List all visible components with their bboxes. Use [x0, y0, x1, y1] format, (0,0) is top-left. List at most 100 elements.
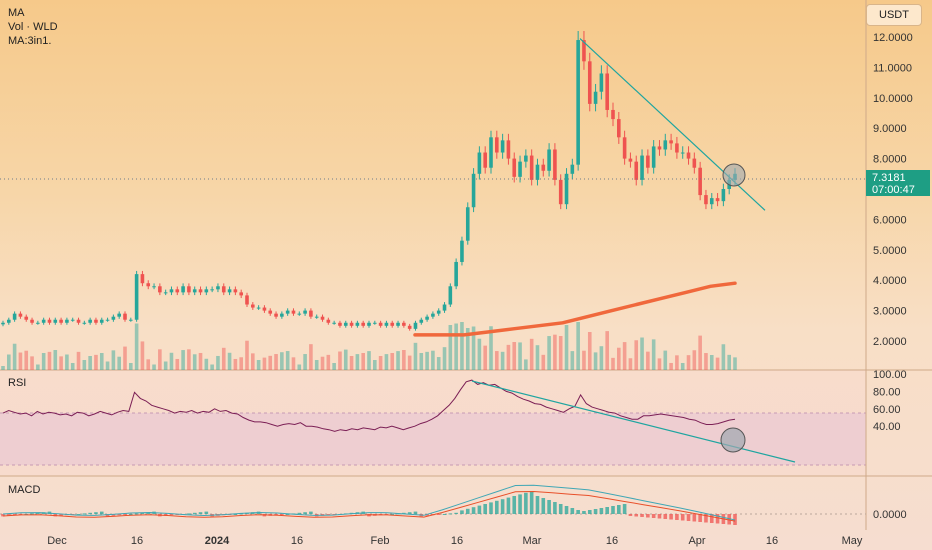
volume-bar [36, 364, 40, 370]
volume-bar [285, 351, 290, 370]
volume-bar [500, 351, 505, 370]
time-axis-tick: May [842, 535, 863, 547]
macd-histogram-bar [94, 512, 98, 514]
time-axis-tick: 16 [606, 535, 618, 547]
volume-bar [570, 351, 575, 370]
volume-bar [413, 342, 418, 370]
candle [460, 240, 464, 262]
volume-bar [82, 360, 87, 370]
volume-bar [518, 342, 522, 370]
macd-histogram-bar [309, 511, 313, 514]
macd-histogram-bar [413, 511, 418, 514]
volume-bar [524, 359, 528, 370]
candle [47, 319, 52, 323]
macd-histogram-bar [448, 513, 453, 515]
volume-bar [175, 358, 180, 370]
macd-histogram-bar [500, 499, 505, 514]
volume-bar [680, 363, 685, 370]
volume-bar [622, 342, 627, 370]
time-axis-tick: Mar [523, 535, 542, 547]
candle [367, 322, 371, 326]
candle [587, 61, 592, 104]
time-axis-tick: Apr [688, 535, 705, 547]
volume-bar [65, 354, 69, 370]
volume-bar [105, 361, 110, 370]
candle [198, 289, 203, 293]
macd-histogram-bar [617, 505, 621, 514]
volume-bar [675, 355, 679, 370]
price-axis-tick: 2.0000 [873, 336, 907, 348]
volume-bar [431, 350, 435, 370]
macd-histogram-bar [483, 504, 487, 514]
volume-bar [425, 351, 429, 370]
volume-bar [192, 354, 197, 370]
time-axis-tick: 2024 [205, 535, 230, 547]
volume-bar [384, 354, 389, 370]
legend-ma-3in1[interactable]: MA:3in1. [8, 35, 52, 47]
candle [529, 155, 534, 180]
volume-bar [314, 360, 319, 370]
macd-histogram-bar [611, 506, 615, 514]
volume-bar [396, 351, 400, 370]
legend-ma[interactable]: MA [8, 7, 25, 19]
candle [99, 319, 104, 323]
candle [280, 313, 284, 317]
candle [570, 164, 575, 174]
volume-bar [448, 325, 453, 370]
candle [564, 173, 569, 205]
price-axis-tick: 6.0000 [873, 214, 907, 226]
legend-volume[interactable]: Vol · WLD [8, 21, 58, 33]
candle [105, 319, 110, 321]
candle [82, 322, 87, 324]
macd-histogram-bar [303, 512, 307, 514]
volume-bar [41, 353, 46, 370]
candle [233, 289, 238, 293]
volume-bar [18, 352, 23, 370]
macd-histogram-bar [495, 500, 499, 514]
candle [558, 179, 563, 205]
volume-bar [30, 356, 34, 370]
volume-bar [657, 358, 662, 370]
volume-bar [454, 323, 458, 370]
candle [709, 198, 714, 205]
volume-bar [239, 357, 243, 370]
candle [239, 292, 243, 296]
candle [36, 322, 40, 324]
macd-histogram-bar [698, 514, 702, 522]
currency-button[interactable]: USDT [866, 4, 922, 26]
volume-bar [7, 354, 11, 370]
volume-bar [547, 336, 551, 370]
volume-bar [704, 353, 708, 370]
rsi-breakout-marker [720, 427, 746, 453]
candle [111, 316, 116, 320]
candle [59, 319, 63, 323]
macd-pane-label[interactable]: MACD [8, 484, 41, 496]
candle [326, 319, 331, 323]
price-axis-tick: 9.0000 [873, 123, 907, 135]
volume-bar [582, 350, 586, 370]
last-price-value: 7.3181 [872, 172, 906, 184]
volume-bar [12, 343, 17, 370]
macd-histogram-bar [570, 508, 575, 514]
candle [297, 313, 302, 315]
volume-bar [465, 328, 470, 370]
candle [506, 140, 511, 159]
macd-histogram-bar [605, 507, 609, 514]
candle [582, 40, 586, 62]
candle [454, 261, 458, 287]
price-axis-tick: 5.0000 [873, 245, 907, 257]
rsi-pane-label[interactable]: RSI [8, 377, 27, 389]
volume-bar [419, 353, 424, 370]
volume-bar [320, 356, 325, 370]
candle [343, 322, 348, 326]
candle [291, 310, 296, 314]
candle [158, 286, 162, 293]
candle [314, 316, 319, 318]
candle [634, 161, 639, 180]
macd-line [2, 484, 736, 521]
volume-bar [59, 356, 63, 370]
volume-bar [727, 354, 731, 370]
volume-bar [129, 363, 133, 370]
candle [413, 322, 418, 329]
